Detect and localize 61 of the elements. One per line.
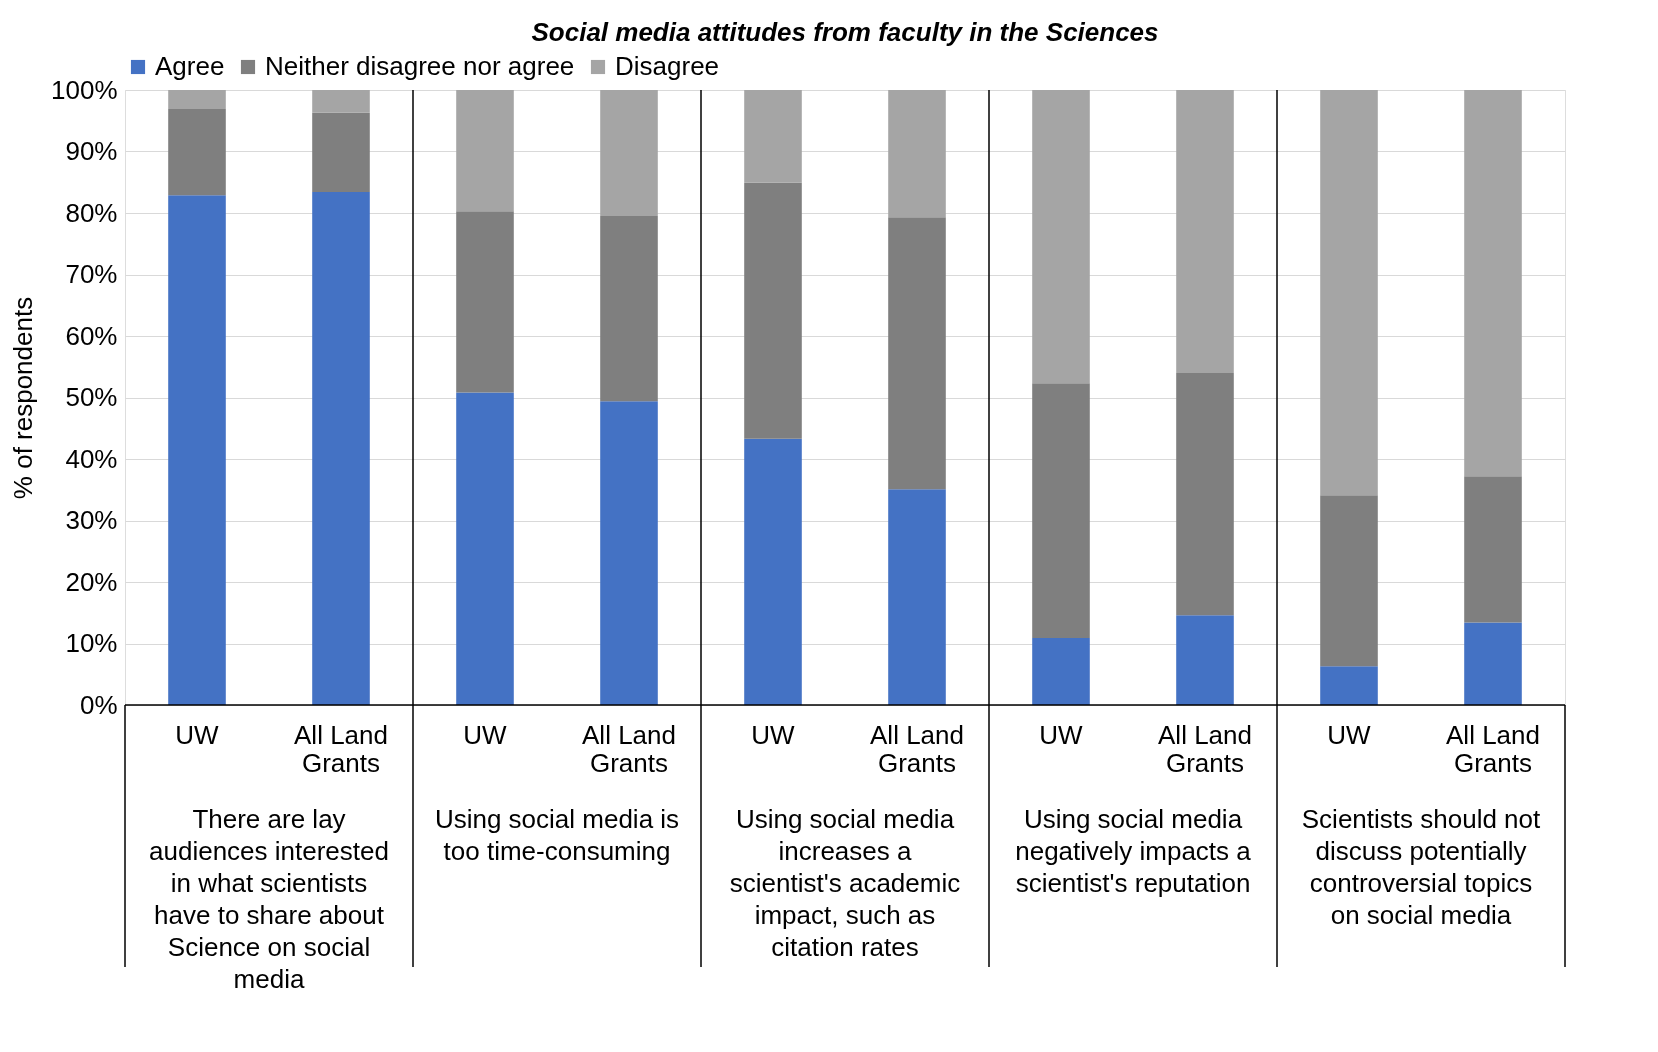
- bar: [168, 109, 226, 196]
- y-axis-title: % of respondents: [8, 296, 38, 500]
- x-tick-label: UW: [751, 720, 796, 750]
- bar: [888, 217, 946, 490]
- y-tick-label: 60%: [65, 320, 118, 351]
- legend-label: Disagree: [615, 51, 720, 81]
- legend-label: Neither disagree nor agree: [265, 51, 575, 81]
- bar: [1176, 372, 1234, 616]
- x-tick-label: All Land Grants: [870, 720, 964, 778]
- y-tick-label: 70%: [65, 259, 118, 289]
- x-tick-label: UW: [1039, 720, 1084, 750]
- y-tick-label: 30%: [65, 505, 118, 535]
- x-tick-label: UW: [175, 720, 220, 750]
- bar: [1032, 637, 1090, 705]
- bar: [888, 90, 946, 218]
- bar: [1320, 666, 1378, 705]
- bar: [1176, 90, 1234, 373]
- bar: [744, 438, 802, 705]
- bar: [600, 401, 658, 705]
- bar: [456, 392, 514, 705]
- bar: [456, 90, 514, 212]
- bar: [312, 192, 370, 705]
- y-tick-label: 50%: [65, 382, 118, 412]
- bar: [888, 489, 946, 705]
- x-tick-label: UW: [1327, 720, 1372, 750]
- bar: [1176, 615, 1234, 705]
- x-tick-label: All Land Grants: [1158, 720, 1252, 778]
- bar: [1032, 383, 1090, 638]
- bar: [312, 112, 370, 193]
- bar: [744, 90, 802, 183]
- bar: [1464, 90, 1522, 477]
- text: Scientists should not discuss potentially controversial topics on social media: [1301, 804, 1542, 930]
- bar: [600, 216, 658, 402]
- y-tick-label: 100%: [51, 74, 118, 105]
- chart-title: Social media attitudes from faculty in the Sciences: [531, 17, 1159, 47]
- x-tick-label: All Land Grants: [1446, 720, 1540, 778]
- bar: [168, 195, 226, 705]
- bar: [1320, 495, 1378, 667]
- bar: [312, 90, 370, 113]
- y-tick-label: 80%: [65, 197, 118, 228]
- legend-label: Agree: [155, 51, 225, 81]
- bar: [600, 90, 658, 217]
- bar: [1032, 90, 1090, 384]
- text: Using social media is too time-consuming: [434, 804, 680, 866]
- bar: [1464, 622, 1522, 705]
- x-tick-label: UW: [463, 720, 508, 750]
- y-tick-label: 90%: [65, 136, 118, 166]
- y-tick-label: 40%: [65, 443, 118, 474]
- bar: [168, 90, 226, 110]
- bar: [1464, 476, 1522, 623]
- y-tick-label: 10%: [65, 628, 118, 658]
- x-tick-label: All Land Grants: [582, 720, 676, 778]
- bar: [456, 211, 514, 393]
- y-tick-label: 0%: [79, 689, 118, 720]
- y-tick-label: 20%: [65, 566, 118, 597]
- x-tick-label: All Land Grants: [294, 720, 388, 778]
- text: There are lay audiences interested in what scientists have to share about Science on social media: [149, 804, 389, 994]
- text: Using social media increases a scientist's academic impact, such as citation rates: [729, 804, 961, 962]
- bar: [744, 182, 802, 439]
- text: Using social media negatively impacts a scientist's reputation: [1015, 804, 1252, 898]
- bar: [1320, 90, 1378, 496]
